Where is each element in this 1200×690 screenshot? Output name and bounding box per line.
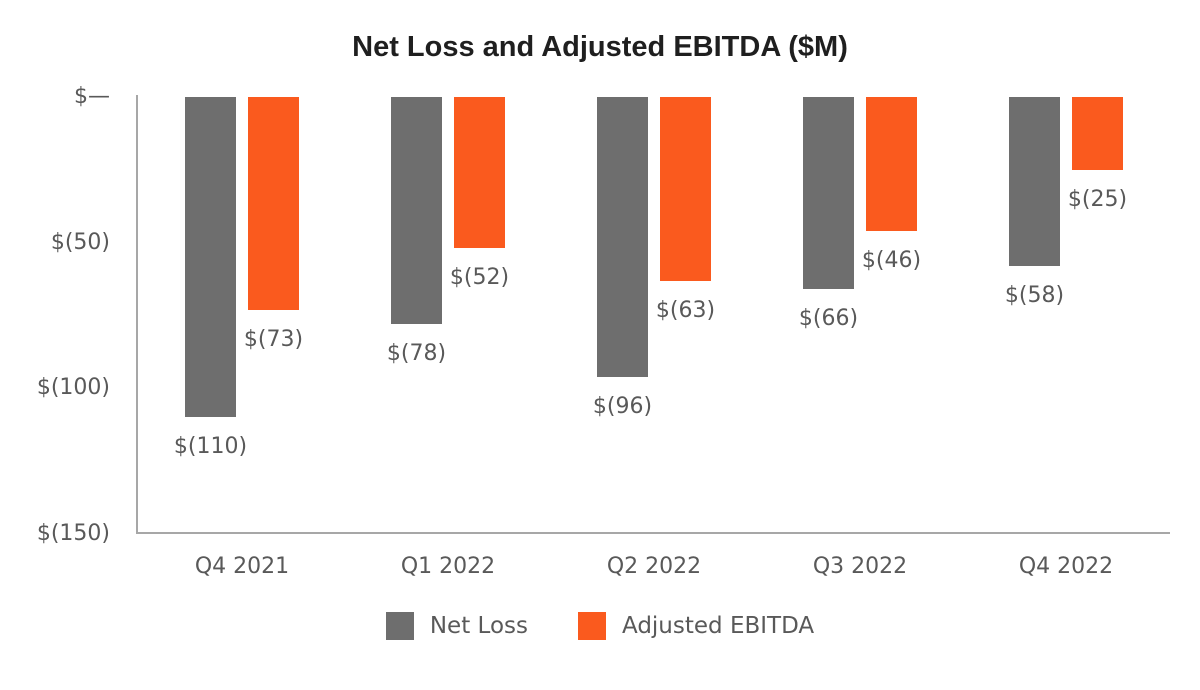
x-axis-line [136,532,1170,534]
bar-net-loss [597,97,648,377]
legend-item-adjusted-ebitda: Adjusted EBITDA [577,612,815,640]
y-tick-label: $(150) [36,521,110,546]
chart-title: Net Loss and Adjusted EBITDA ($M) [352,31,848,63]
legend-label: Net Loss [429,613,528,639]
bar-adjusted-ebitda [866,97,917,231]
x-axis-label: Q4 2022 [1018,554,1114,579]
legend-item-net-loss: Net Loss [385,612,528,640]
y-tick-label: $— [74,84,110,109]
legend-swatch-net-loss [385,612,414,640]
bar-net-loss [1009,97,1060,266]
bar-net-loss [803,97,854,290]
bar-adjusted-ebitda [1072,97,1123,170]
bar-net-loss [391,97,442,325]
bar-adjusted-ebitda [660,97,711,281]
value-label-net-loss: $(96) [592,393,653,419]
value-label-adjusted-ebitda: $(63) [655,297,716,323]
value-label-adjusted-ebitda: $(52) [449,265,510,291]
y-tick-label: $(100) [36,375,110,401]
x-axis-label: Q2 2022 [606,554,702,579]
bar-adjusted-ebitda [454,97,505,249]
bar-adjusted-ebitda [248,97,299,310]
value-label-net-loss: $(66) [798,306,859,332]
legend-swatch-adjusted-ebitda [577,612,606,640]
value-label-net-loss: $(58) [1004,282,1065,308]
y-tick-label: $(50) [50,229,110,255]
bar-net-loss [185,97,236,418]
value-label-adjusted-ebitda: $(25) [1067,186,1128,212]
y-axis-line [136,95,138,534]
x-axis-label: Q1 2022 [400,554,496,579]
legend-label: Adjusted EBITDA [621,613,815,639]
value-label-net-loss: $(110) [173,434,248,460]
x-axis-label: Q3 2022 [812,554,908,579]
legend: Net Loss Adjusted EBITDA [0,612,1200,640]
value-label-net-loss: $(78) [386,341,447,367]
value-label-adjusted-ebitda: $(73) [243,326,304,352]
value-label-adjusted-ebitda: $(46) [861,248,922,273]
x-axis-label: Q4 2021 [194,554,290,579]
